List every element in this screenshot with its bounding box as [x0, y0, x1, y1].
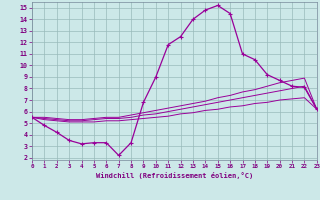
X-axis label: Windchill (Refroidissement éolien,°C): Windchill (Refroidissement éolien,°C)	[96, 172, 253, 179]
